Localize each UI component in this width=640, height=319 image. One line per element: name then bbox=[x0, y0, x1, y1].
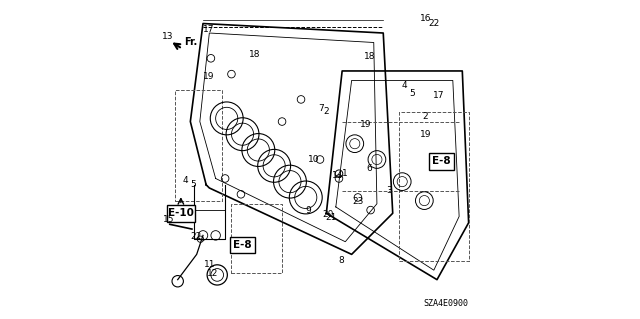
Text: 5: 5 bbox=[409, 89, 415, 98]
FancyBboxPatch shape bbox=[230, 237, 255, 253]
Text: 4: 4 bbox=[182, 175, 188, 185]
Text: 2: 2 bbox=[422, 112, 428, 121]
Text: E-8: E-8 bbox=[233, 240, 252, 250]
Text: SZA4E0900: SZA4E0900 bbox=[424, 299, 468, 308]
Text: 17: 17 bbox=[203, 25, 214, 34]
Text: 19: 19 bbox=[360, 120, 372, 129]
Text: 1: 1 bbox=[342, 169, 348, 178]
Text: 5: 5 bbox=[190, 180, 196, 189]
Text: Fr.: Fr. bbox=[184, 38, 197, 48]
Text: 18: 18 bbox=[250, 50, 261, 59]
Text: 16: 16 bbox=[420, 14, 431, 23]
FancyBboxPatch shape bbox=[429, 153, 454, 170]
Text: 3: 3 bbox=[386, 186, 392, 195]
Text: 9: 9 bbox=[305, 206, 311, 215]
Text: 21: 21 bbox=[325, 213, 337, 222]
Text: E-10: E-10 bbox=[168, 208, 194, 218]
Text: 11: 11 bbox=[204, 260, 215, 269]
Text: 19: 19 bbox=[203, 72, 214, 81]
Text: 15: 15 bbox=[163, 215, 174, 224]
FancyBboxPatch shape bbox=[167, 205, 195, 222]
Text: E-8: E-8 bbox=[433, 156, 451, 166]
Text: 12: 12 bbox=[207, 269, 218, 278]
Text: 17: 17 bbox=[433, 91, 444, 100]
Text: 14: 14 bbox=[332, 171, 344, 180]
Text: 7: 7 bbox=[317, 104, 323, 113]
Text: 10: 10 bbox=[308, 155, 319, 164]
Text: 18: 18 bbox=[364, 52, 376, 61]
Text: 8: 8 bbox=[339, 256, 344, 264]
Text: 13: 13 bbox=[162, 32, 173, 41]
Text: 23: 23 bbox=[352, 197, 364, 206]
Text: 19: 19 bbox=[420, 130, 431, 139]
Text: 6: 6 bbox=[366, 164, 372, 173]
Text: 20: 20 bbox=[322, 210, 333, 219]
Text: 22: 22 bbox=[190, 233, 202, 241]
Text: 4: 4 bbox=[402, 81, 408, 90]
Text: 2: 2 bbox=[323, 107, 329, 115]
Text: 22: 22 bbox=[429, 19, 440, 28]
